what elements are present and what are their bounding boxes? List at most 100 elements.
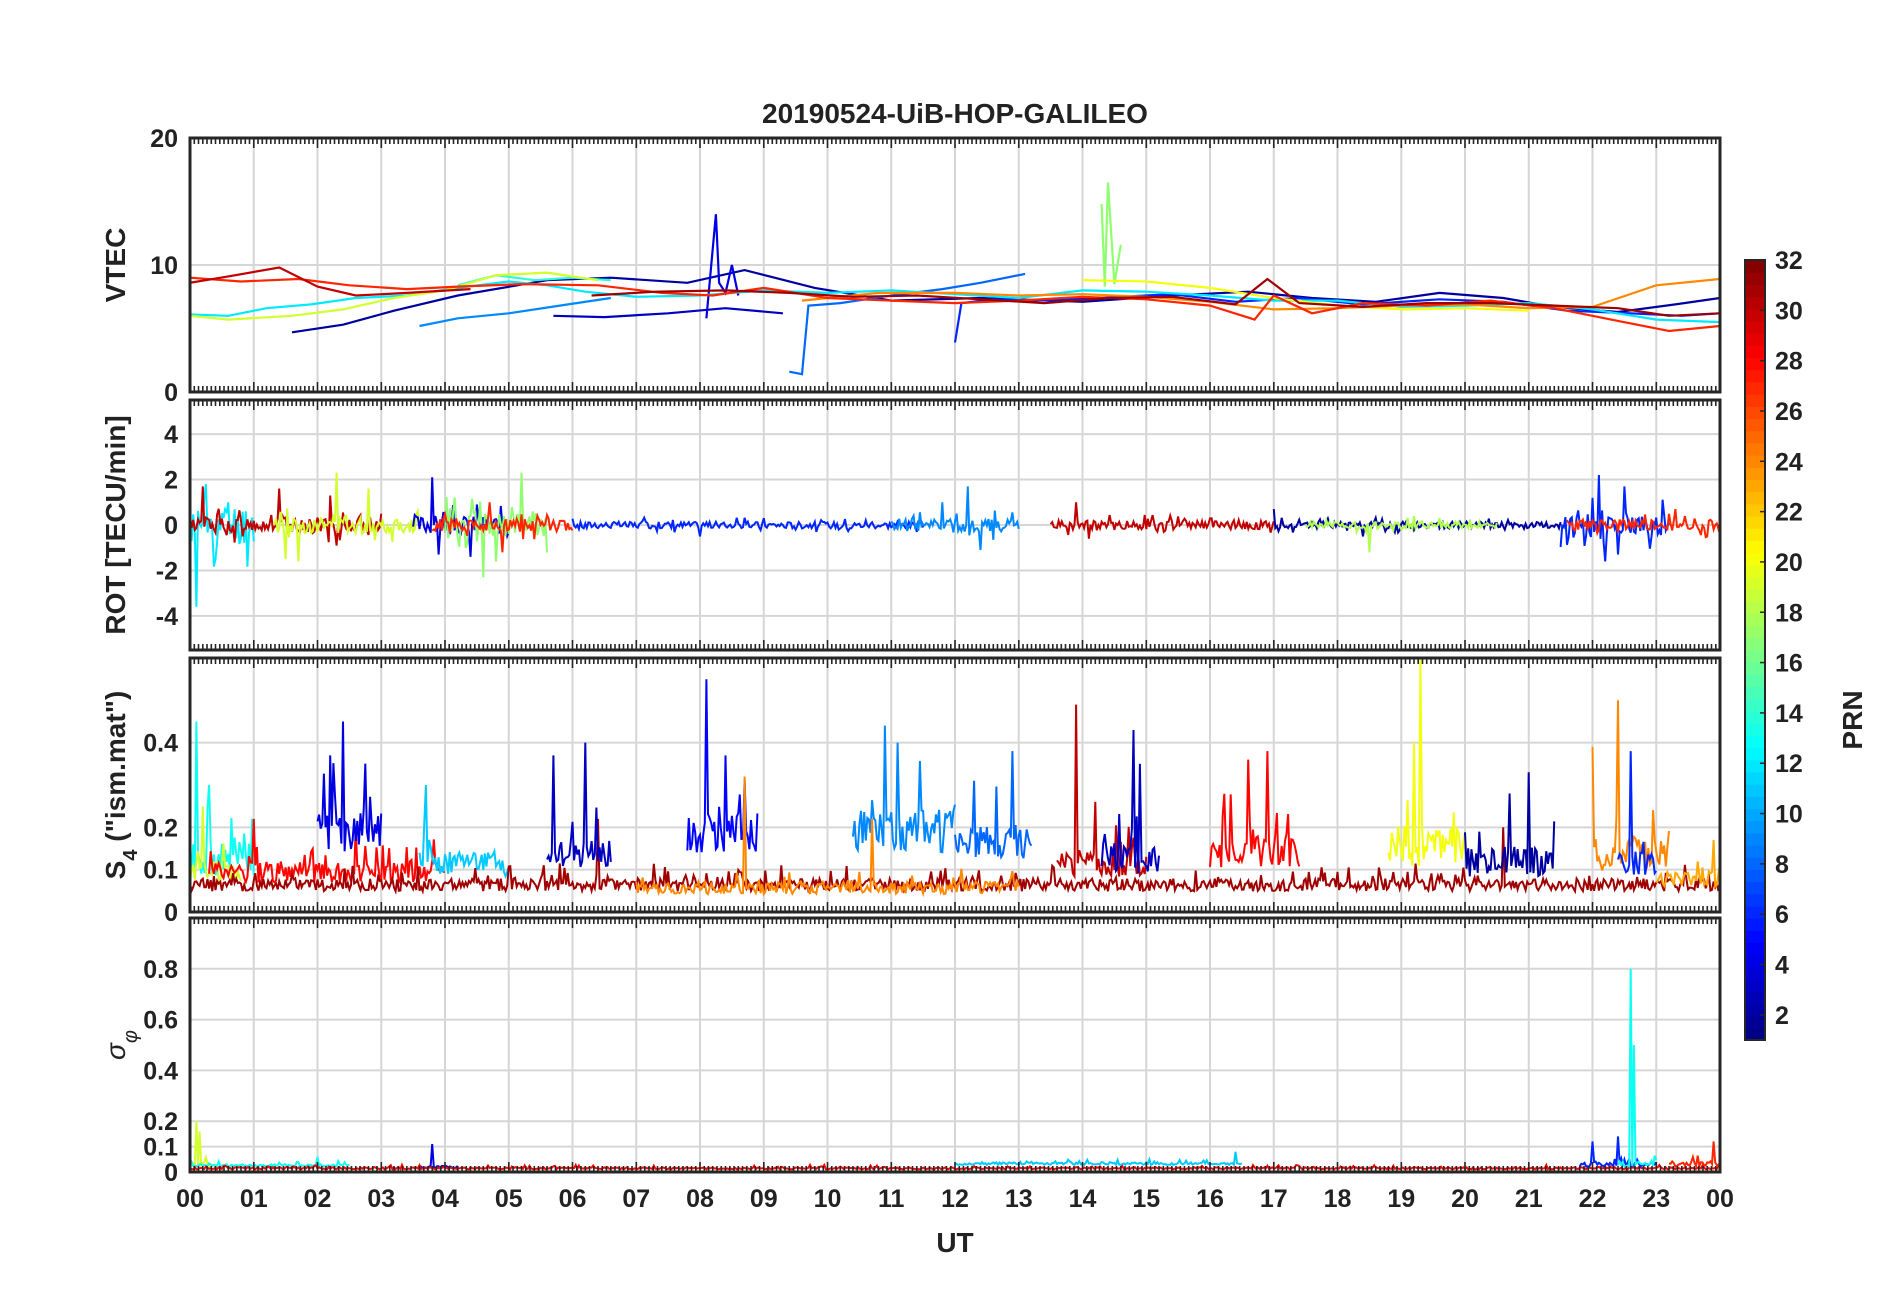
y-tick-label: 10 xyxy=(150,252,178,280)
x-tick-label: 12 xyxy=(941,1185,969,1213)
series-line-prn-20 xyxy=(1082,279,1529,312)
colorbar-segment xyxy=(1745,260,1765,273)
x-tick-label: 02 xyxy=(304,1185,332,1213)
colorbar-segment xyxy=(1745,625,1765,639)
plot-area xyxy=(190,472,1720,607)
colorbar-segment xyxy=(1745,966,1765,980)
colorbar-segment xyxy=(1745,406,1765,420)
series-line-prn-4 xyxy=(419,1144,459,1171)
series-line-prn-9 xyxy=(419,296,611,328)
x-tick-label: 13 xyxy=(1005,1185,1033,1213)
series-line-prn-23 xyxy=(1655,839,1720,889)
colorbar-segment xyxy=(1745,601,1765,615)
series-line-prn-27 xyxy=(1566,508,1720,539)
x-tick-label: 11 xyxy=(878,1185,905,1213)
colorbar-tick-label: 16 xyxy=(1775,650,1803,678)
colorbar-segment xyxy=(1745,1027,1765,1041)
colorbar-tick-label: 22 xyxy=(1775,499,1803,527)
colorbar-segment xyxy=(1745,808,1765,822)
series-line-prn-24 xyxy=(1591,700,1670,871)
colorbar-segment xyxy=(1745,686,1765,700)
colorbar-segment xyxy=(1745,479,1765,493)
series-line-prn-24 xyxy=(635,776,1020,898)
colorbar-segment xyxy=(1745,576,1765,590)
colorbar-segment xyxy=(1745,881,1765,895)
series-line-prn-13 xyxy=(1617,968,1658,1168)
colorbar-segment xyxy=(1745,796,1765,810)
series-line-prn-8 xyxy=(954,751,1033,860)
y-tick-label: 0.4 xyxy=(143,730,178,758)
colorbar-segment xyxy=(1745,540,1765,554)
colorbar-tick-label: 28 xyxy=(1775,348,1803,376)
series-line-prn-31 xyxy=(591,277,1720,317)
colorbar-segment xyxy=(1745,930,1765,944)
series-line-prn-6 xyxy=(1559,474,1670,562)
colorbar-segment xyxy=(1745,857,1765,870)
series-line-prn-17 xyxy=(1100,182,1122,287)
colorbar-segment xyxy=(1745,662,1765,675)
y-tick-label: 0 xyxy=(164,899,178,927)
colorbar-tick-label: 32 xyxy=(1775,247,1803,275)
colorbar-segment xyxy=(1745,320,1765,334)
x-tick-label: 06 xyxy=(559,1185,587,1213)
x-tick-label: 03 xyxy=(367,1185,395,1213)
series-line-prn-4 xyxy=(316,721,383,852)
colorbar-tick-label: 4 xyxy=(1775,952,1789,980)
colorbar-segment xyxy=(1745,467,1765,480)
colorbar-segment xyxy=(1745,528,1765,541)
colorbar-segment xyxy=(1745,345,1765,359)
series-line-prn-4 xyxy=(705,214,740,319)
y-tick-label: 4 xyxy=(164,421,178,449)
colorbar-segment xyxy=(1745,942,1765,956)
colorbar-segment xyxy=(1745,698,1765,712)
plot-area xyxy=(190,182,1720,376)
colorbar-segment xyxy=(1745,710,1765,724)
colorbar-tick-label: 10 xyxy=(1775,801,1803,829)
colorbar-tick-label: 26 xyxy=(1775,398,1803,426)
colorbar-segment xyxy=(1745,589,1765,602)
series-line-prn-2 xyxy=(1272,509,1562,537)
colorbar-segment xyxy=(1745,759,1765,773)
y-axis-label: VTEC xyxy=(100,228,131,303)
series-line-prn-13 xyxy=(190,1156,350,1169)
rot-panel: -4 -2 0 2 4 ROT [TECU/min] xyxy=(100,398,1722,652)
series-line-prn-3 xyxy=(546,742,612,868)
colorbar-segment xyxy=(1745,905,1765,919)
colorbar-segment xyxy=(1745,455,1765,468)
colorbar-segment xyxy=(1745,723,1765,736)
colorbar-tick-label: 24 xyxy=(1775,448,1803,476)
series-line-prn-28 xyxy=(208,818,446,887)
series-line-prn-12 xyxy=(190,483,255,607)
series-line-prn-30 xyxy=(1049,502,1275,539)
x-tick-label: 04 xyxy=(431,1185,459,1213)
y-axis-label: S4 ("ism.mat") xyxy=(100,691,142,880)
y-tick-label: 0.4 xyxy=(143,1057,178,1085)
colorbar-segment xyxy=(1745,284,1765,298)
x-tick-label: 17 xyxy=(1260,1185,1288,1213)
series-line-prn-30 xyxy=(190,486,383,546)
series-line-prn-9 xyxy=(890,486,1020,551)
colorbar-segment xyxy=(1745,820,1765,834)
series-line-prn-19 xyxy=(190,1121,217,1169)
y-tick-label: 0.6 xyxy=(143,1007,178,1035)
colorbar-segment xyxy=(1745,515,1765,529)
series-line-prn-2 xyxy=(1464,772,1556,878)
x-tick-label: 00 xyxy=(1706,1185,1734,1213)
axes-frame xyxy=(188,656,1722,914)
colorbar-segment xyxy=(1745,954,1765,968)
y-tick-label: 20 xyxy=(150,125,178,153)
x-tick-label: 00 xyxy=(176,1185,204,1213)
colorbar-segment xyxy=(1745,869,1765,883)
y-axis-label: ROT [TECU/min] xyxy=(100,415,131,634)
s4-panel: 0 0.1 0.2 0.4S4 ("ism.mat") xyxy=(100,656,1722,927)
colorbar-segment xyxy=(1745,893,1765,907)
x-tick-label: 18 xyxy=(1324,1185,1352,1213)
colorbar-segment xyxy=(1745,308,1765,322)
y-tick-label: 0.1 xyxy=(143,857,178,885)
series-line-prn-20 xyxy=(1387,658,1466,866)
x-tick-label: 15 xyxy=(1132,1185,1160,1213)
colorbar-segment xyxy=(1745,845,1765,858)
colorbar-segment xyxy=(1745,357,1765,371)
colorbar-segment xyxy=(1745,991,1765,1005)
